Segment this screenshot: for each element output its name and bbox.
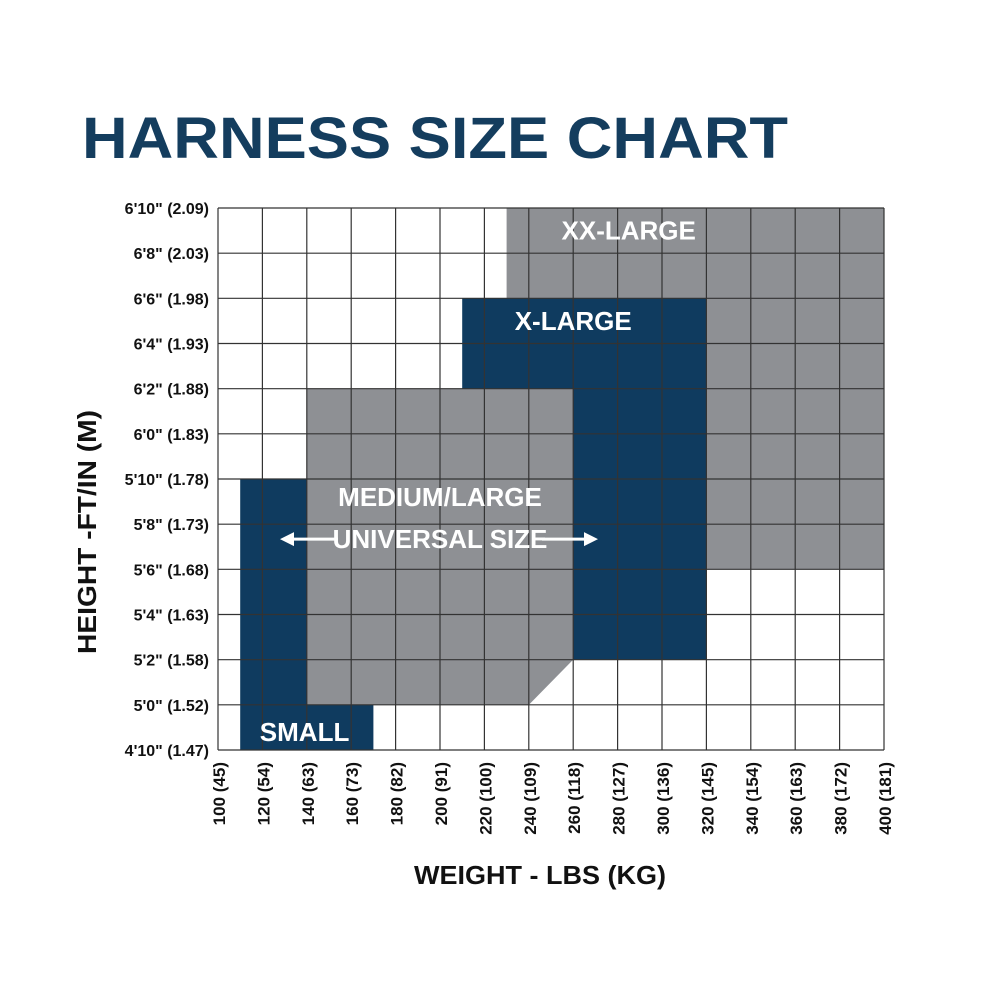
region-label-medium-large: MEDIUM/LARGE (338, 482, 542, 512)
y-tick-label: 6'6" (1.98) (134, 291, 209, 308)
region-label-x-large: X-LARGE (515, 306, 632, 336)
x-tick-label: 360 (163) (787, 762, 806, 835)
y-tick-labels: 6'10" (2.09) 6'8" (2.03) 6'6" (1.98) 6'4" (… (125, 201, 209, 760)
x-tick-label: 100 (45) (210, 762, 229, 825)
y-tick-label: 5'4" (1.63) (134, 608, 209, 625)
x-tick-label: 340 (154) (743, 762, 762, 835)
x-tick-label: 400 (181) (876, 762, 895, 835)
y-tick-label: 5'2" (1.58) (134, 653, 209, 670)
x-tick-label: 300 (136) (654, 762, 673, 835)
y-tick-label: 5'6" (1.68) (134, 562, 209, 579)
y-tick-label: 6'0" (1.83) (134, 427, 209, 444)
region-label-small: SMALL (260, 717, 350, 747)
y-tick-label: 6'8" (2.03) (134, 246, 209, 263)
chart-title: HARNESS SIZE CHART (82, 106, 788, 171)
x-axis-label: WEIGHT - LBS (KG) (414, 860, 666, 890)
arrow-right-head-icon (584, 532, 598, 547)
region-label-xx-large: XX-LARGE (562, 216, 696, 246)
x-tick-label: 280 (127) (610, 762, 629, 835)
y-tick-label: 5'10" (1.78) (125, 472, 209, 489)
region-labels: XX-LARGE X-LARGE MEDIUM/LARGE UNIVERSAL SIZ… (260, 216, 696, 747)
x-tick-label: 380 (172) (832, 762, 851, 835)
x-tick-label: 200 (91) (432, 762, 451, 825)
y-tick-label: 4'10" (1.47) (125, 743, 209, 760)
x-tick-label: 240 (109) (521, 762, 540, 835)
y-tick-label: 6'2" (1.88) (134, 382, 209, 399)
x-tick-label: 160 (73) (343, 762, 362, 825)
x-tick-label: 260 (118) (565, 762, 584, 834)
y-axis-label: HEIGHT -FT/IN (M) (72, 410, 102, 654)
x-tick-label: 120 (54) (254, 762, 273, 825)
region-sublabel: UNIVERSAL SIZE (333, 524, 548, 554)
x-tick-label: 220 (100) (476, 762, 495, 835)
x-tick-label: 140 (63) (299, 762, 318, 825)
y-tick-label: 5'0" (1.52) (134, 698, 209, 715)
y-tick-label: 6'10" (2.09) (125, 201, 209, 218)
x-tick-label: 180 (82) (388, 762, 407, 825)
x-tick-label: 320 (145) (698, 762, 717, 835)
grid-lines (217, 207, 885, 751)
y-tick-label: 6'4" (1.93) (134, 337, 209, 354)
arrow-left-head-icon (280, 532, 294, 547)
y-tick-label: 5'8" (1.73) (134, 517, 209, 534)
x-tick-labels: 100 (45) 120 (54) 140 (63) 160 (73) 180 (82)… (210, 762, 895, 835)
